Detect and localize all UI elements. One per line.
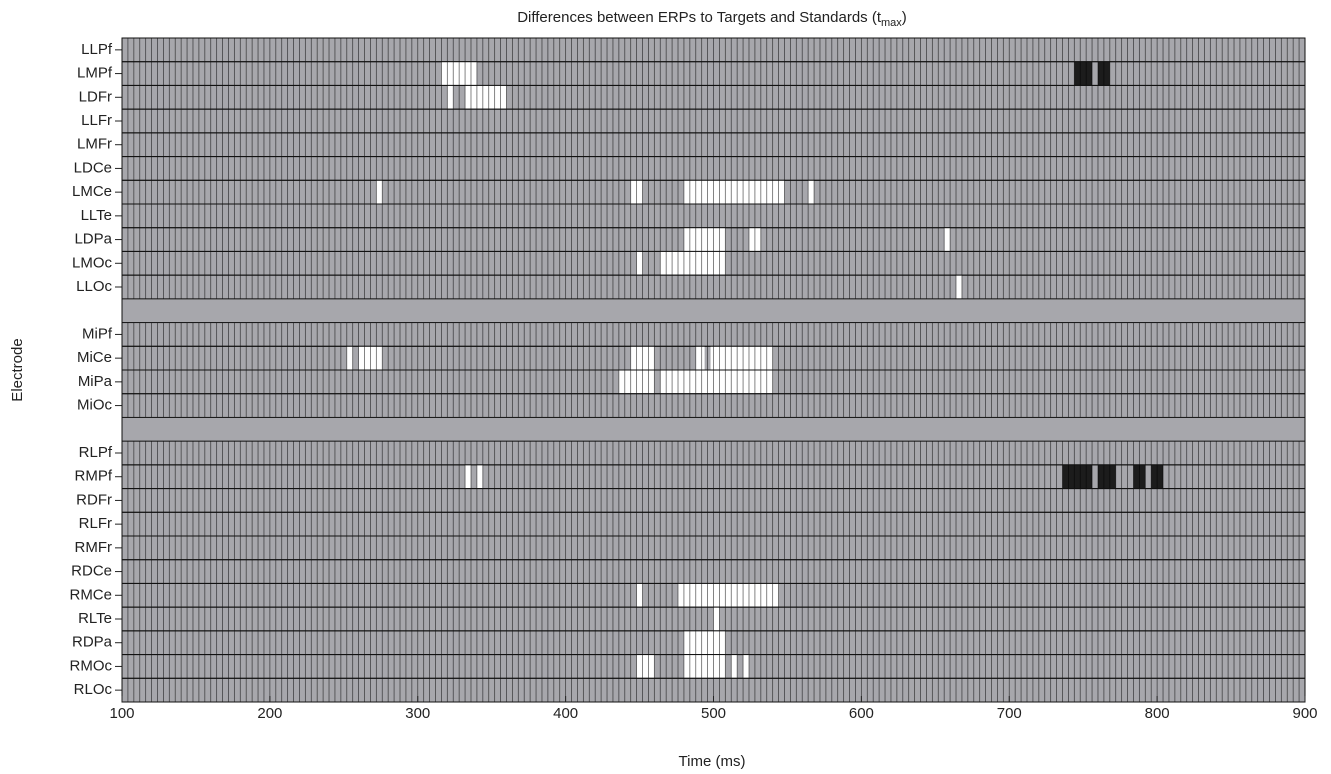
- significant-interval: [1062, 464, 1093, 489]
- y-tick-label: LLTe: [81, 207, 112, 224]
- y-tick-label: LDCe: [74, 159, 112, 176]
- chart-title: Differences between ERPs to Targets and …: [517, 9, 907, 29]
- y-tick-label: LMOc: [72, 254, 113, 271]
- bin-lines: [121, 393, 1306, 418]
- bin-lines: [121, 583, 1306, 608]
- bin-lines: [121, 109, 1306, 133]
- significant-interval: [743, 654, 749, 679]
- bin-lines: [121, 464, 1306, 489]
- title-text: Differences between ERPs to Targets and …: [517, 9, 882, 26]
- significant-interval: [636, 654, 655, 679]
- bin-lines: [121, 512, 1306, 536]
- significant-interval: [1097, 464, 1116, 489]
- x-tick-label: 900: [1292, 705, 1317, 722]
- x-tick-label: 300: [405, 705, 430, 722]
- x-tick-label: 600: [849, 705, 874, 722]
- y-tick-label: LMPf: [77, 65, 113, 82]
- bin-lines: [121, 630, 1306, 655]
- x-tick-label: 500: [701, 705, 726, 722]
- y-tick-label: RDFr: [76, 491, 112, 508]
- significant-interval: [465, 464, 471, 489]
- bin-lines: [121, 536, 1306, 560]
- y-tick-label: RDPa: [72, 634, 113, 651]
- y-tick-label: LDPa: [74, 231, 112, 248]
- y-tick-label: RLOc: [74, 681, 113, 698]
- bin-lines: [121, 441, 1306, 465]
- y-tick-label: LLPf: [81, 41, 113, 58]
- y-tick-label: RMPf: [75, 468, 113, 485]
- significant-interval: [1074, 61, 1093, 86]
- y-tick-label: LLOc: [76, 278, 112, 295]
- bin-lines: [121, 488, 1306, 513]
- significant-interval: [376, 180, 383, 204]
- bin-lines: [121, 322, 1306, 347]
- bin-lines: [121, 132, 1306, 157]
- significant-interval: [944, 227, 951, 252]
- bin-lines: [121, 370, 1306, 394]
- significant-interval: [808, 180, 815, 204]
- y-tick-label: RLPf: [79, 444, 113, 461]
- significant-interval: [683, 180, 785, 204]
- bin-lines: [121, 61, 1306, 86]
- bin-lines: [121, 38, 1306, 62]
- bin-lines: [121, 251, 1306, 276]
- y-tick-label: MiPf: [82, 325, 113, 342]
- y-tick-label: LMCe: [72, 183, 112, 200]
- bin-lines: [121, 85, 1306, 110]
- significant-interval: [713, 607, 720, 631]
- significant-interval: [683, 654, 726, 679]
- significant-interval: [660, 370, 773, 394]
- y-tick-label: MiCe: [77, 349, 112, 366]
- y-axis-label: Electrode: [9, 338, 26, 401]
- x-tick-label: 700: [997, 705, 1022, 722]
- significant-interval: [636, 251, 643, 276]
- significant-interval: [660, 251, 726, 276]
- y-tick-label: LMFr: [77, 136, 112, 153]
- x-axis-label: Time (ms): [679, 753, 746, 770]
- significant-interval: [678, 583, 779, 608]
- significant-interval: [465, 85, 507, 110]
- y-tick-label: LLFr: [81, 112, 112, 129]
- y-tick-label: MiOc: [77, 397, 112, 414]
- significant-interval: [683, 227, 726, 252]
- bin-lines: [121, 607, 1306, 631]
- title-subscript: max: [881, 17, 902, 29]
- significant-interval: [636, 583, 643, 608]
- significant-interval: [683, 630, 726, 655]
- significant-interval: [731, 654, 738, 679]
- y-tick-label: RLFr: [79, 515, 112, 532]
- bin-lines: [121, 180, 1306, 204]
- x-tick-label: 200: [257, 705, 282, 722]
- x-tick-label: 100: [109, 705, 134, 722]
- y-tick-label: MiPa: [78, 373, 113, 390]
- significant-interval: [346, 346, 353, 370]
- bin-lines: [121, 559, 1306, 584]
- significant-interval: [710, 346, 773, 370]
- bin-lines: [121, 275, 1306, 299]
- significant-interval: [476, 464, 483, 489]
- y-tick-label: RMOc: [70, 657, 113, 674]
- x-tick-label: 800: [1145, 705, 1170, 722]
- bin-lines: [121, 346, 1306, 370]
- bin-lines: [121, 654, 1306, 679]
- significant-interval: [447, 85, 454, 110]
- significant-interval: [695, 346, 705, 370]
- y-tick-label: RMFr: [75, 539, 113, 556]
- significant-interval: [956, 275, 962, 299]
- x-tick-label: 400: [553, 705, 578, 722]
- y-tick-label: RMCe: [69, 586, 112, 603]
- bin-lines: [121, 204, 1306, 228]
- y-tick-label: LDFr: [79, 88, 112, 105]
- y-tick-label: RDCe: [71, 563, 112, 580]
- bin-lines: [121, 156, 1306, 181]
- title-end: ): [902, 9, 907, 26]
- bin-lines: [121, 227, 1306, 252]
- y-tick-label: RLTe: [78, 610, 112, 627]
